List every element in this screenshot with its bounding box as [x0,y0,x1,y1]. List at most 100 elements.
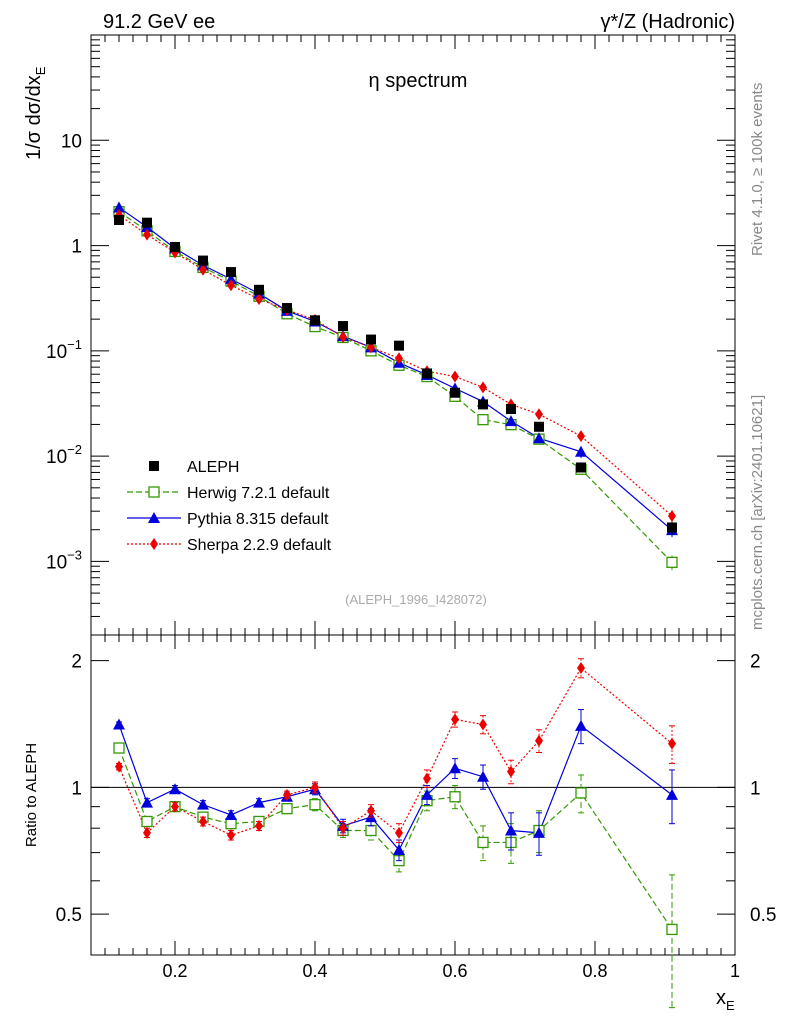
series-point-ratio [227,829,235,842]
rivet-label: Rivet 4.1.0, ≥ 100k events [749,83,766,256]
series-point-main [113,201,125,213]
y-tick-label: 10 [61,131,82,152]
data-point [534,421,544,432]
series-point-ratio [171,800,179,813]
series-point-ratio [575,719,587,731]
y-tick-label: 10−1 [46,337,82,363]
series-point-ratio [423,772,431,785]
chart-title: η spectrum [369,70,468,92]
series-point-ratio [577,662,585,675]
series-point-ratio [477,770,489,782]
x-tick-label: 0.6 [442,961,467,981]
data-point [667,522,677,533]
data-point [478,399,488,410]
series-point-ratio [535,734,543,747]
data-point [310,315,320,326]
series-point-ratio [666,923,678,936]
series-point-ratio [505,824,517,836]
series-point-ratio [393,844,405,856]
ratio-panel-marks [91,658,735,1009]
energy-label: 91.2 GeV ee [103,11,215,33]
series-point-main [143,228,151,241]
series-point-ratio [169,783,181,795]
data-point [142,217,152,228]
series-point-main [227,279,235,292]
series-point-main [477,414,489,426]
data-point [170,241,180,252]
series-point-main [666,556,678,568]
series-point-ratio [141,815,153,828]
series-point-ratio [281,803,293,815]
series-line-ratio [118,747,673,930]
series-point-ratio [311,781,319,794]
ratio-tick-label: 0.5 [56,905,82,926]
data-point [114,214,124,225]
series-point-ratio [367,804,375,817]
series-point-main [479,381,487,394]
series-point-main [535,408,543,421]
series-point-main [533,432,545,444]
series-point-ratio [255,819,263,832]
series-point-main [199,263,207,276]
data-point [422,368,432,379]
ratio-tick-label-right: 1 [750,778,761,799]
y-tick-label: 1 [71,237,82,258]
x-tick-label: 0.8 [582,961,607,981]
x-tick-label: 1 [730,961,740,981]
series-point-ratio [668,737,676,750]
series-point-ratio [575,787,587,799]
series-point-ratio [197,798,209,810]
series-line-ratio [118,667,673,836]
series-point-main [668,509,676,522]
data-point [198,255,208,266]
main-panel-marks [113,201,678,571]
data-point [254,284,264,295]
series-point-ratio [507,765,515,778]
series-point-main [225,273,237,285]
series-point-ratio [141,796,153,808]
legend-marker [150,538,158,550]
process-label: γ*/Z (Hadronic) [601,11,735,33]
legend: ALEPH Herwig 7.2.1 default Pythia 8.315 de… [127,459,332,554]
series-point-ratio [395,826,403,839]
data-point [394,340,404,351]
series-point-ratio [225,818,237,830]
data-point [576,462,586,473]
x-tick-label: 0.4 [302,961,327,981]
series-point-ratio [113,742,125,754]
ratio-axis-label: Ratio to ALEPH [23,743,40,847]
series-point-ratio [365,824,377,837]
series-point-ratio [199,815,207,828]
y-axis-label: 1/σ dσ/dxE [23,66,48,160]
legend-marker [148,512,160,523]
x-tick-label: 0.2 [162,961,187,981]
data-point [282,303,292,314]
x-axis-label: xE [716,987,735,1013]
ratio-tick-label: 2 [71,652,82,673]
series-point-ratio [449,791,461,803]
series-point-ratio [309,798,321,811]
data-point [366,334,376,345]
series-point-main [255,293,263,306]
series-line-ratio [118,724,673,852]
series-point-main [339,331,347,344]
data-point [226,267,236,278]
series-point-main [395,352,403,365]
ratio-tick-label-right: 2 [750,652,761,673]
series-point-main [505,415,517,427]
ratio-panel-frame [90,634,736,956]
series-point-ratio [451,713,459,726]
data-point [338,321,348,332]
legend-label: Herwig 7.2.1 default [187,485,330,502]
data-point [450,387,460,398]
legend-label: Sherpa 2.2.9 default [187,537,332,554]
analysis-label: (ALEPH_1996_I428072) [345,592,487,607]
data-point [506,404,516,415]
svg-text:xE: xE [716,987,735,1013]
legend-label-aleph: ALEPH [187,459,239,476]
series-point-ratio [666,788,678,800]
series-point-ratio [225,808,237,820]
axis-ticks: 0.2 0.4 0.6 0.8 1 10−3 10−2 10−1 1 10 0.5 0.5 1 1 2 2 [46,35,776,981]
series-point-ratio [533,826,545,838]
svg-text:1/σ dσ/dxE: 1/σ dσ/dxE [23,66,48,160]
